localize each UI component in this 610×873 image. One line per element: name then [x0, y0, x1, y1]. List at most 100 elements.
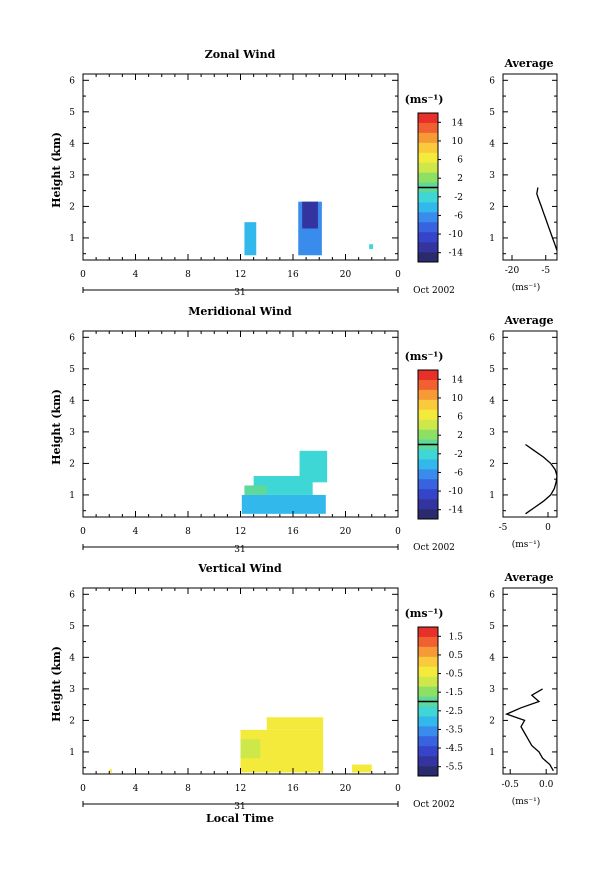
colorbar-swatch — [418, 389, 438, 401]
colorbar-tick-label: 14 — [452, 375, 464, 385]
colorbar: 14 10 6 2 -2 -6 -10 -14 — [417, 112, 464, 263]
colorbar-swatch — [418, 706, 438, 717]
colorbar-tick-label: -2.5 — [446, 707, 464, 717]
colorbar-tick-label: -6 — [454, 468, 463, 478]
data-cell — [109, 769, 112, 773]
colorbar-tick-label: -1.5 — [446, 688, 464, 698]
colorbar-swatch — [418, 232, 438, 243]
average-y-tick-label: 5 — [489, 622, 495, 632]
colorbar-swatch — [418, 489, 438, 500]
average-frame — [502, 330, 558, 518]
month-label: Oct 2002 — [413, 286, 455, 296]
y-tick-label: 4 — [69, 139, 75, 149]
data-cell — [244, 485, 267, 495]
colorbar-swatch — [418, 222, 438, 233]
data-cell — [302, 201, 318, 229]
colorbar-swatch — [418, 636, 438, 648]
colorbar-swatch — [418, 192, 438, 203]
colorbar-swatch — [418, 509, 438, 520]
colorbar-swatch — [418, 716, 438, 727]
colorbar-tick-label: 2 — [457, 174, 463, 184]
colorbar-swatch — [418, 469, 438, 480]
colorbar-swatch — [418, 379, 438, 391]
x-tick-label: 0 — [80, 270, 86, 280]
y-tick-label: 5 — [69, 622, 75, 632]
colorbar-swatch — [418, 419, 438, 430]
colorbar-swatch — [418, 726, 438, 737]
average-line — [536, 187, 558, 251]
colorbar-swatch — [418, 370, 438, 381]
average-profile: 1 2 3 4 5 6 -5 0 — [489, 330, 558, 533]
day-label: 31 — [234, 802, 245, 812]
average-xlabel: (ms⁻¹) — [512, 539, 541, 550]
y-tick-label: 2 — [69, 716, 75, 726]
x-tick-label: 20 — [340, 784, 352, 794]
colorbar-swatch — [418, 409, 438, 420]
y-tick-label: 4 — [69, 653, 75, 663]
average-y-tick-label: 2 — [489, 459, 495, 469]
colorbar-tick-label: -3.5 — [446, 725, 464, 735]
average-x-tick-label: 0.0 — [539, 780, 554, 790]
average-xlabel: (ms⁻¹) — [512, 282, 541, 293]
average-y-tick-label: 6 — [489, 333, 495, 343]
plot-frame — [82, 73, 399, 261]
average-profile: 1 2 3 4 5 6 -0.5 0.0 — [489, 587, 558, 790]
x-tick-label: 0 — [395, 784, 401, 794]
average-x-tick-label: -0.5 — [502, 780, 520, 790]
colorbar-swatch — [418, 479, 438, 490]
average-y-tick-label: 5 — [489, 108, 495, 118]
colorbar-tick-label: -2 — [454, 450, 463, 460]
panel-title: Meridional Wind — [188, 305, 292, 318]
y-tick-label: 6 — [69, 333, 75, 343]
y-axis-label: Height (km) — [50, 389, 63, 465]
colorbar-tick-label: 6 — [457, 413, 463, 423]
colorbar-swatch — [418, 162, 438, 173]
colorbar-swatch — [418, 736, 438, 747]
colorbar-tick-label: -2 — [454, 193, 463, 203]
panel-title: Vertical Wind — [197, 562, 282, 575]
average-y-tick-label: 3 — [489, 171, 495, 181]
data-cell — [299, 450, 328, 483]
colorbar-tick-label: 10 — [452, 394, 464, 404]
x-tick-label: 0 — [395, 270, 401, 280]
colorbar-swatch — [418, 766, 438, 777]
x-tick-label: 4 — [133, 527, 139, 537]
average-x-tick-label: -5 — [499, 523, 508, 533]
average-y-tick-label: 6 — [489, 590, 495, 600]
average-x-tick-label: -5 — [541, 266, 550, 276]
colorbar-swatch — [418, 499, 438, 510]
colorbar-tick-label: -5.5 — [446, 763, 464, 773]
y-tick-label: 1 — [69, 234, 75, 244]
colorbar-swatch — [418, 212, 438, 223]
y-axis-label: Height (km) — [50, 646, 63, 722]
average-profile: 1 2 3 4 5 6 -20 -5 — [489, 73, 558, 276]
data-cell — [352, 764, 372, 773]
x-tick-label: 12 — [235, 527, 246, 537]
colorbar-swatch — [418, 666, 438, 677]
average-title: Average — [503, 571, 553, 584]
colorbar-swatch — [418, 202, 438, 213]
y-tick-label: 2 — [69, 459, 75, 469]
data-cell — [241, 494, 326, 514]
y-tick-label: 6 — [69, 590, 75, 600]
colorbar-unit: (ms⁻¹) — [405, 93, 444, 106]
y-tick-label: 6 — [69, 76, 75, 86]
y-tick-label: 2 — [69, 202, 75, 212]
colorbar: 14 10 6 2 -2 -6 -10 -14 — [417, 369, 464, 520]
data-cell — [244, 222, 257, 256]
colorbar-swatch — [418, 113, 438, 124]
day-label: 31 — [234, 288, 245, 298]
average-y-tick-label: 4 — [489, 139, 495, 149]
colorbar-tick-label: -10 — [449, 230, 464, 240]
average-xlabel: (ms⁻¹) — [512, 796, 541, 807]
x-tick-label: 16 — [287, 784, 299, 794]
colorbar-swatch — [418, 172, 438, 183]
plot-frame — [82, 330, 399, 518]
average-y-tick-label: 3 — [489, 685, 495, 695]
colorbar-swatch — [418, 656, 438, 668]
y-tick-label: 1 — [69, 748, 75, 758]
y-axis-label: Height (km) — [50, 132, 63, 208]
